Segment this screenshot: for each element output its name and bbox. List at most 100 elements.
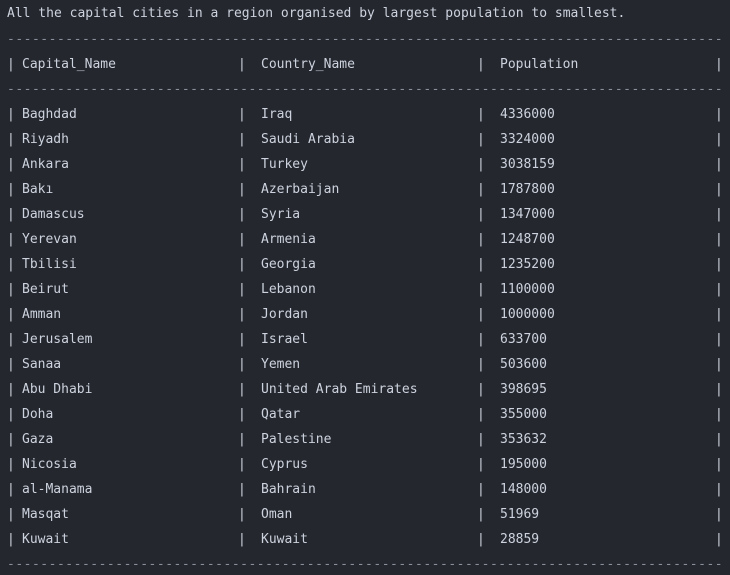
table-row: | Yerevan | Armenia | 1248700 | [0, 227, 730, 252]
column-divider: | [238, 257, 246, 272]
cell-country-name: Jordan [261, 307, 308, 322]
column-divider: | [477, 532, 485, 547]
column-divider: | [715, 182, 723, 197]
column-divider: | [715, 132, 723, 147]
table-header-row: | Capital_Name | Country_Name | Populati… [0, 52, 730, 77]
column-divider: | [715, 457, 723, 472]
column-divider: | [477, 232, 485, 247]
column-divider: | [477, 257, 485, 272]
column-divider: | [477, 432, 485, 447]
table-row: | Riyadh | Saudi Arabia | 3324000 | [0, 127, 730, 152]
column-divider: | [7, 482, 15, 497]
column-divider: | [477, 382, 485, 397]
table-bottom-border: ----------------------------------------… [7, 557, 723, 572]
column-divider: | [477, 282, 485, 297]
column-divider: | [7, 407, 15, 422]
column-divider: | [238, 357, 246, 372]
column-divider: | [7, 232, 15, 247]
cell-capital-name: Masqat [22, 507, 69, 522]
column-divider: | [477, 182, 485, 197]
table-row: | Baghdad | Iraq | 4336000 | [0, 102, 730, 127]
column-divider: | [238, 57, 246, 72]
cell-capital-name: Riyadh [22, 132, 69, 147]
header-country-name: Country_Name [261, 57, 355, 72]
table-row: | Gaza | Palestine | 353632 | [0, 427, 730, 452]
cell-capital-name: Kuwait [22, 532, 69, 547]
column-divider: | [715, 257, 723, 272]
column-divider: | [715, 482, 723, 497]
column-divider: | [238, 507, 246, 522]
cell-country-name: Bahrain [261, 482, 316, 497]
cell-country-name: Georgia [261, 257, 316, 272]
column-divider: | [238, 382, 246, 397]
cell-population: 1100000 [500, 282, 555, 297]
cell-country-name: Yemen [261, 357, 301, 372]
column-divider: | [715, 532, 723, 547]
column-divider: | [7, 357, 15, 372]
column-divider: | [715, 232, 723, 247]
cell-population: 1235200 [500, 257, 555, 272]
cell-population: 1248700 [500, 232, 555, 247]
cell-capital-name: Amman [22, 307, 62, 322]
column-divider: | [7, 282, 15, 297]
cell-population: 355000 [500, 407, 547, 422]
table-header-border: ----------------------------------------… [7, 82, 723, 97]
query-description: All the capital cities in a region organ… [7, 6, 626, 21]
column-divider: | [238, 107, 246, 122]
cell-capital-name: Bakı [22, 182, 54, 197]
table-row: | Tbilisi | Georgia | 1235200 | [0, 252, 730, 277]
cell-capital-name: Jerusalem [22, 332, 93, 347]
cell-population: 28859 [500, 532, 540, 547]
column-divider: | [477, 457, 485, 472]
column-divider: | [477, 407, 485, 422]
table-row: | Beirut | Lebanon | 1100000 | [0, 277, 730, 302]
column-divider: | [715, 432, 723, 447]
column-divider: | [7, 157, 15, 172]
column-divider: | [238, 232, 246, 247]
cell-country-name: Azerbaijan [261, 182, 340, 197]
cell-capital-name: Doha [22, 407, 54, 422]
column-divider: | [477, 332, 485, 347]
column-divider: | [7, 307, 15, 322]
cell-capital-name: Gaza [22, 432, 54, 447]
column-divider: | [238, 182, 246, 197]
cell-country-name: Turkey [261, 157, 308, 172]
column-divider: | [715, 357, 723, 372]
column-divider: | [477, 507, 485, 522]
table-row: | Damascus | Syria | 1347000 | [0, 202, 730, 227]
table-row: | Nicosia | Cyprus | 195000 | [0, 452, 730, 477]
cell-capital-name: Nicosia [22, 457, 77, 472]
column-divider: | [238, 532, 246, 547]
column-divider: | [477, 157, 485, 172]
column-divider: | [7, 332, 15, 347]
cell-population: 1347000 [500, 207, 555, 222]
cell-population: 353632 [500, 432, 547, 447]
cell-country-name: United Arab Emirates [261, 382, 418, 397]
column-divider: | [238, 407, 246, 422]
column-divider: | [477, 307, 485, 322]
column-divider: | [238, 457, 246, 472]
cell-country-name: Israel [261, 332, 308, 347]
table-row: | Sanaa | Yemen | 503600 | [0, 352, 730, 377]
column-divider: | [715, 507, 723, 522]
cell-country-name: Palestine [261, 432, 332, 447]
column-divider: | [715, 332, 723, 347]
column-divider: | [715, 282, 723, 297]
column-divider: | [7, 132, 15, 147]
table-row: | Ankara | Turkey | 3038159 | [0, 152, 730, 177]
column-divider: | [477, 107, 485, 122]
cell-country-name: Cyprus [261, 457, 308, 472]
table-row: | Bakı | Azerbaijan | 1787800 | [0, 177, 730, 202]
cell-country-name: Lebanon [261, 282, 316, 297]
cell-population: 1787800 [500, 182, 555, 197]
table-row: | Abu Dhabi | United Arab Emirates | 398695 | [0, 377, 730, 402]
cell-capital-name: al-Manama [22, 482, 93, 497]
cell-population: 503600 [500, 357, 547, 372]
column-divider: | [7, 107, 15, 122]
cell-capital-name: Abu Dhabi [22, 382, 93, 397]
column-divider: | [477, 132, 485, 147]
cell-country-name: Kuwait [261, 532, 308, 547]
cell-capital-name: Yerevan [22, 232, 77, 247]
cell-capital-name: Tbilisi [22, 257, 77, 272]
cell-country-name: Saudi Arabia [261, 132, 355, 147]
